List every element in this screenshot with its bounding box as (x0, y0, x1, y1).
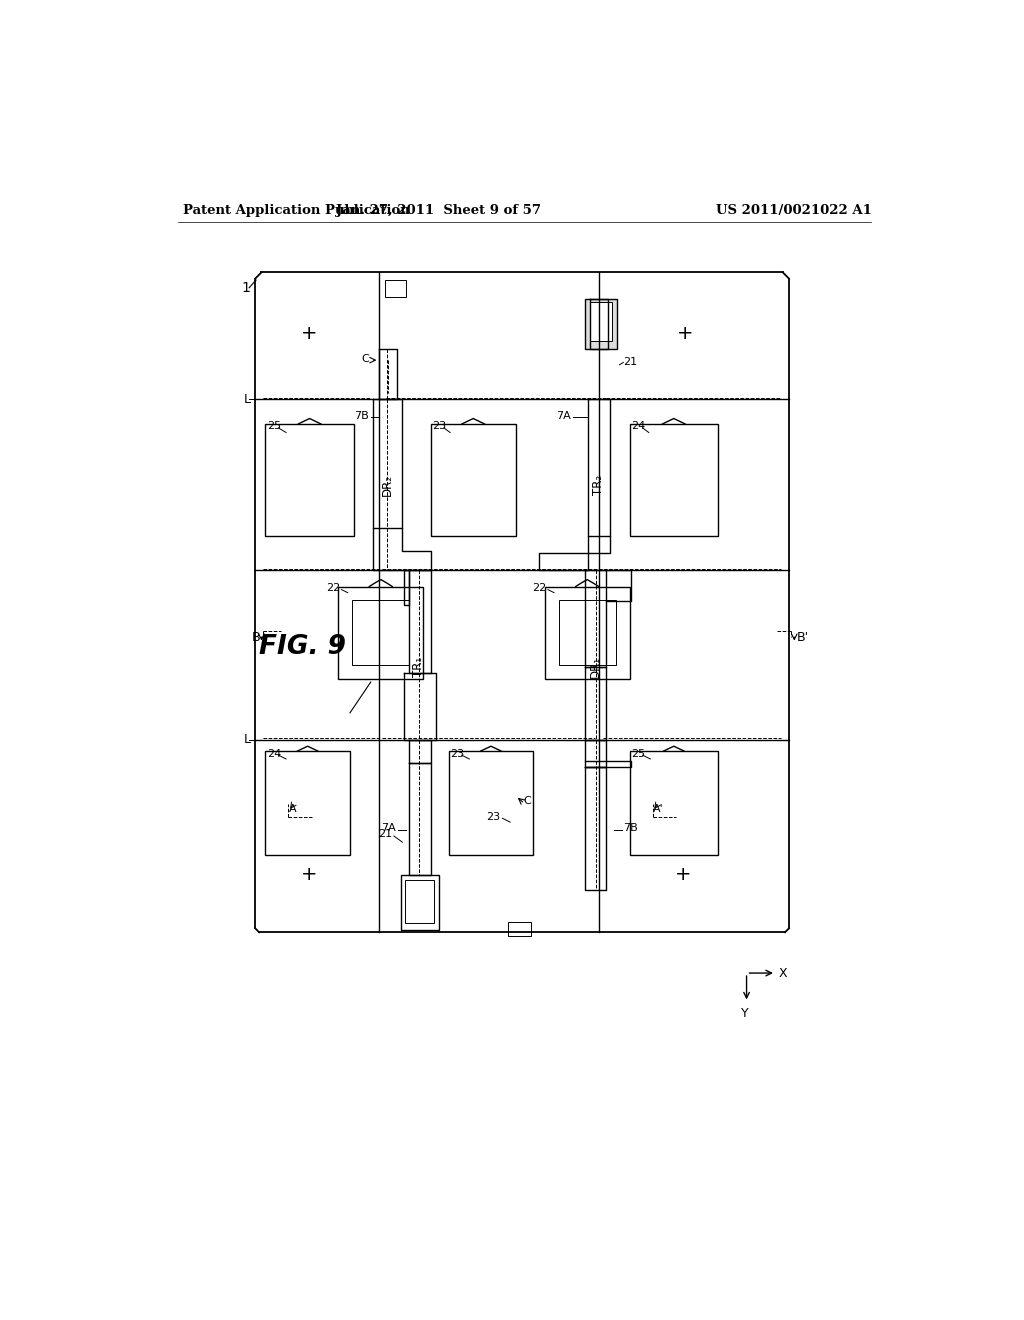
Bar (559, 601, 615, 665)
Text: A': A' (652, 804, 664, 813)
Text: B': B' (797, 631, 809, 644)
Bar (352, 601, 410, 665)
Text: X: X (779, 966, 787, 979)
Text: Patent Application Publication: Patent Application Publication (183, 205, 410, 218)
Text: 24: 24 (267, 748, 282, 759)
Text: 21: 21 (378, 829, 392, 840)
Text: TR₁: TR₁ (412, 656, 425, 677)
Text: DR₁: DR₁ (589, 656, 602, 677)
Text: 7A: 7A (382, 824, 396, 833)
Text: 25: 25 (267, 421, 281, 432)
Bar (404, 880, 434, 923)
Text: US 2011/0021022 A1: US 2011/0021022 A1 (716, 205, 871, 218)
Text: 24: 24 (631, 421, 645, 432)
Text: L: L (244, 733, 251, 746)
Bar (545, 586, 630, 678)
Bar (265, 751, 350, 855)
Text: 1: 1 (242, 281, 251, 294)
Text: DR₂: DR₂ (381, 474, 393, 496)
Bar (400, 875, 439, 929)
Bar (385, 280, 407, 297)
Text: +: + (301, 325, 317, 343)
Text: 7B: 7B (624, 824, 638, 833)
Text: Jan. 27, 2011  Sheet 9 of 57: Jan. 27, 2011 Sheet 9 of 57 (336, 205, 541, 218)
Bar (585, 300, 617, 350)
Text: 21: 21 (624, 358, 638, 367)
Text: +: + (675, 865, 691, 884)
Text: Y: Y (741, 1007, 749, 1020)
Bar (449, 751, 534, 855)
Text: 23: 23 (451, 748, 464, 759)
Text: 23: 23 (486, 812, 500, 822)
Bar (630, 424, 718, 536)
Text: FIG. 9: FIG. 9 (259, 635, 346, 660)
Text: 7B: 7B (354, 412, 370, 421)
Text: TR₂: TR₂ (592, 475, 605, 495)
Text: L: L (244, 393, 251, 407)
Text: B: B (251, 631, 260, 644)
Text: A: A (289, 804, 296, 813)
Text: C: C (523, 796, 531, 807)
Bar (339, 586, 423, 678)
Text: +: + (677, 325, 693, 343)
Text: 22: 22 (326, 583, 340, 593)
Bar (265, 424, 354, 536)
Text: +: + (301, 865, 317, 884)
Bar (590, 302, 611, 341)
Text: 25: 25 (631, 748, 645, 759)
Text: C: C (361, 354, 370, 363)
Bar (630, 751, 718, 855)
Bar (431, 424, 515, 536)
Text: 7A: 7A (556, 412, 571, 421)
Text: 22: 22 (532, 583, 547, 593)
Text: 23: 23 (432, 421, 446, 432)
Bar (508, 923, 531, 936)
